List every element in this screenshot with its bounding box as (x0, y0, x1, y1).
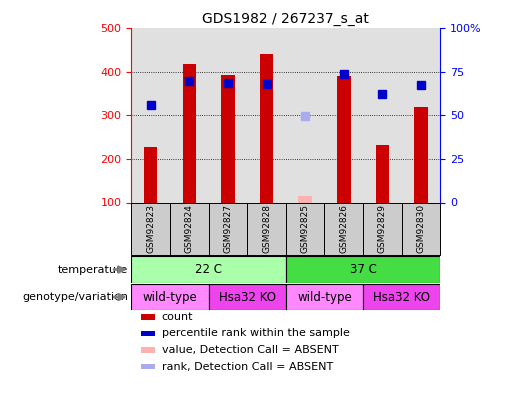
Text: GSM92827: GSM92827 (224, 205, 232, 253)
Bar (209, 284, 286, 310)
Bar (182, 64, 196, 202)
Title: GDS1982 / 267237_s_at: GDS1982 / 267237_s_at (202, 12, 369, 26)
Text: rank, Detection Call = ABSENT: rank, Detection Call = ABSENT (162, 362, 333, 371)
Bar (260, 55, 273, 202)
Bar (170, 202, 209, 255)
Text: Hsa32 KO: Hsa32 KO (219, 290, 276, 304)
Text: value, Detection Call = ABSENT: value, Detection Call = ABSENT (162, 345, 338, 355)
Bar (221, 75, 235, 202)
Bar (286, 284, 363, 310)
Bar (131, 284, 209, 310)
Text: 22 C: 22 C (195, 263, 222, 276)
Text: temperature: temperature (58, 264, 128, 275)
Text: count: count (162, 312, 193, 322)
Text: Hsa32 KO: Hsa32 KO (373, 290, 430, 304)
Bar (402, 202, 440, 255)
Text: percentile rank within the sample: percentile rank within the sample (162, 328, 350, 339)
Bar (141, 347, 156, 353)
Bar (131, 202, 170, 255)
Bar (414, 107, 428, 202)
Text: wild-type: wild-type (143, 290, 197, 304)
Text: wild-type: wild-type (297, 290, 352, 304)
Bar (324, 202, 363, 255)
Text: genotype/variation: genotype/variation (22, 292, 128, 302)
Bar (286, 256, 440, 283)
Bar (363, 284, 440, 310)
Bar (141, 314, 156, 320)
Text: 37 C: 37 C (350, 263, 376, 276)
Text: GSM92825: GSM92825 (301, 205, 310, 253)
Bar (363, 202, 402, 255)
Text: GSM92824: GSM92824 (185, 205, 194, 253)
Bar (141, 331, 156, 336)
Bar (375, 145, 389, 202)
Text: GSM92828: GSM92828 (262, 205, 271, 253)
Bar (144, 147, 158, 202)
Bar (209, 202, 247, 255)
Bar (247, 202, 286, 255)
Bar (286, 202, 324, 255)
Text: GSM92823: GSM92823 (146, 205, 155, 253)
Bar (337, 76, 351, 202)
Text: GSM92829: GSM92829 (378, 205, 387, 253)
Text: GSM92830: GSM92830 (417, 204, 425, 254)
Text: GSM92826: GSM92826 (339, 205, 348, 253)
Bar (298, 196, 312, 202)
Bar (131, 256, 286, 283)
Bar (141, 364, 156, 369)
